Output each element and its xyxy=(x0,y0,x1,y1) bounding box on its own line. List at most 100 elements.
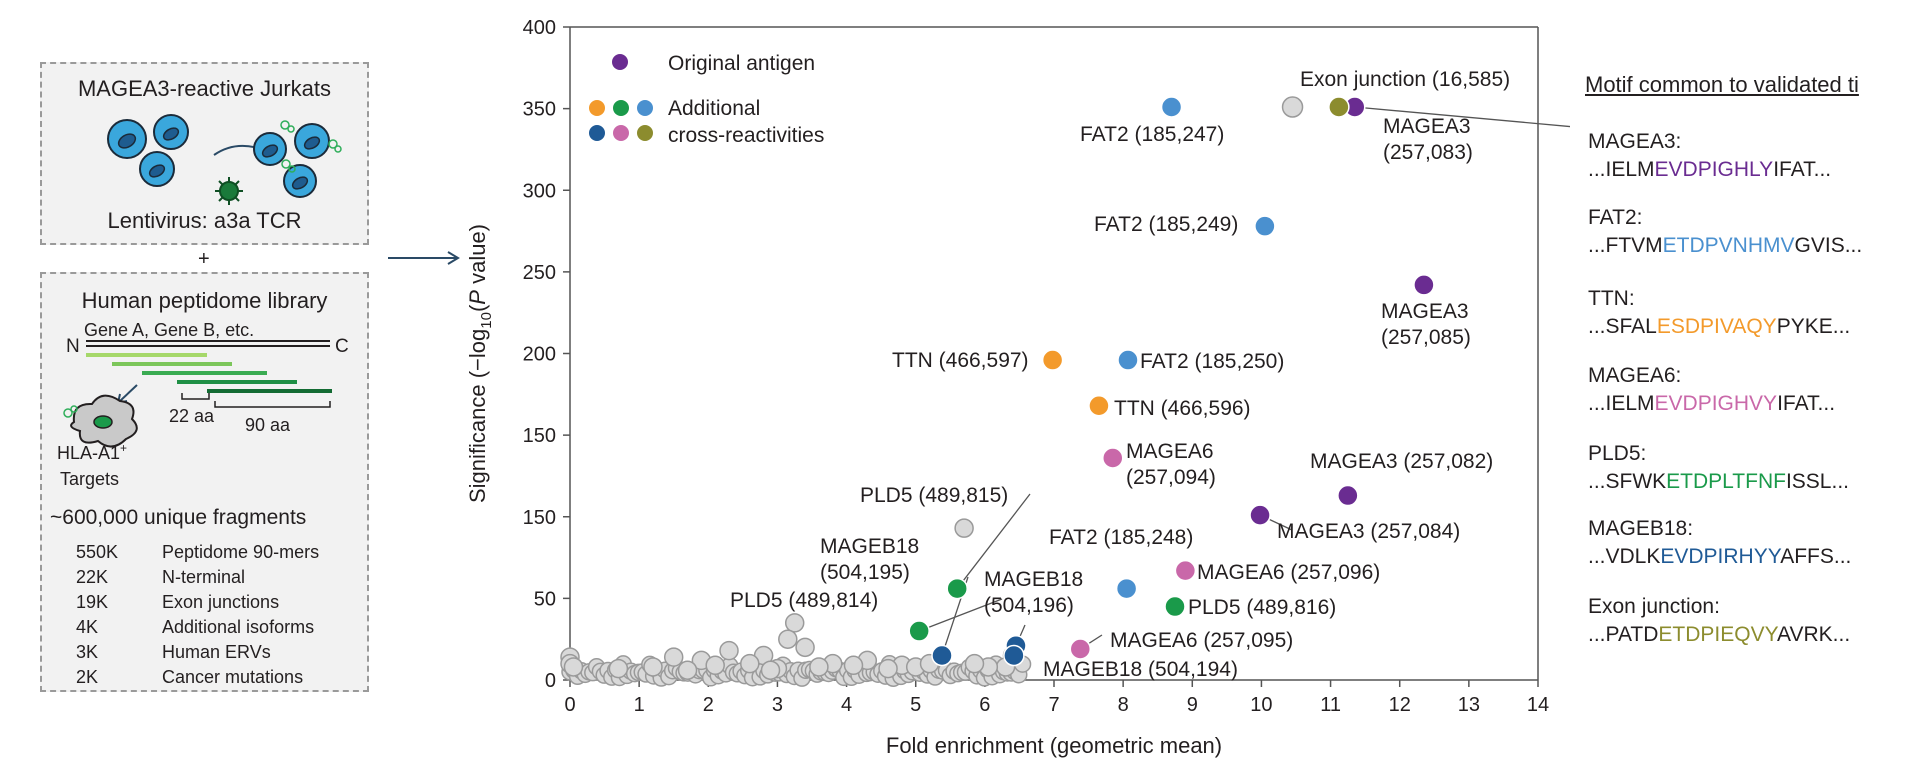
point-label-line: (504,196) xyxy=(984,594,1074,617)
aa22-bracket xyxy=(181,393,210,400)
motif-block: Exon junction: ...PATDETDPIEQVYAVRK... xyxy=(1588,593,1850,649)
background-point xyxy=(778,629,798,649)
library-illustration: N C Gene A, Gene B, etc. 22 aa 90 aa HLA xyxy=(57,320,349,463)
fragment-count: 2K xyxy=(76,667,99,687)
fragment-count: 22K xyxy=(76,567,109,587)
motif-suffix: IFAT... xyxy=(1773,158,1832,181)
point-label-line: MAGEA6 xyxy=(1126,440,1214,463)
motif-name: TTN: xyxy=(1588,287,1635,310)
y-axis-label-part: Significance (−log xyxy=(465,329,490,503)
x-tick-label: 12 xyxy=(1389,694,1411,716)
y-tick-label: 50 xyxy=(534,588,556,610)
motif-sequence: ...VDLKEVDPIRHYYAFFS... xyxy=(1588,543,1851,571)
legend-marker-additional xyxy=(613,125,629,141)
legend-marker-additional xyxy=(589,125,605,141)
y-axis-label-part: value) xyxy=(465,224,490,290)
motif-block: MAGEB18: ...VDLKEVDPIRHYYAFFS... xyxy=(1588,515,1851,571)
fragment-count: 4K xyxy=(76,617,99,637)
background-points xyxy=(560,518,1032,688)
motif-core: ETDPIEQVY xyxy=(1658,623,1778,646)
motif-suffix: GVIS... xyxy=(1794,234,1863,257)
motif-prefix: ...PATD xyxy=(1588,623,1659,646)
highlighted-point xyxy=(1160,96,1183,118)
point-label-line: MAGEA3 xyxy=(1381,300,1469,323)
motif-sequence: ...IELMEVDPIGHLYIFAT... xyxy=(1588,156,1831,184)
scatter-chart: 0 1 2 3 4 5 6 7 8 9 10 11 12 13 1405015015020025030035… xyxy=(465,17,1570,758)
cell-icon xyxy=(139,151,175,187)
highlighted-point xyxy=(1117,349,1139,371)
motif-panel-title: Motif common to validated ti xyxy=(1585,72,1859,97)
background-point xyxy=(563,657,584,677)
motif-name: PLD5: xyxy=(1588,442,1647,465)
x-tick-label: 7 xyxy=(1048,694,1059,716)
motif-prefix: ...IELM xyxy=(1588,392,1655,415)
x-tick-label: 14 xyxy=(1527,694,1549,716)
highlighted-point xyxy=(1174,559,1197,582)
x-tick-label: 2 xyxy=(703,694,714,716)
legend: Original antigen Additional cross-reactivi… xyxy=(589,52,824,147)
motif-core: ETDPVNHMV xyxy=(1662,234,1795,257)
point-label: MAGEA6 (257,094) xyxy=(1126,440,1216,489)
fragment-bars xyxy=(86,353,332,393)
motif-block: MAGEA3: ...IELMEVDPIGHLYIFAT... xyxy=(1588,128,1831,184)
background-point xyxy=(843,655,864,676)
point-label: PLD5 (489,816) xyxy=(1188,596,1336,619)
flow-arrow-icon xyxy=(388,251,460,265)
jurkat-box: MAGEA3-reactive Jurkats xyxy=(40,62,369,245)
receptor-marks xyxy=(63,405,78,418)
point-label: FAT2 (185,248) xyxy=(1049,526,1193,549)
motif-block: MAGEA6: ...IELMEVDPIGHVYIFAT... xyxy=(1588,362,1835,418)
motif-suffix: IFAT... xyxy=(1777,392,1836,415)
highlighted-point xyxy=(946,577,968,600)
legend-marker-original xyxy=(612,54,628,70)
jurkat-title: MAGEA3-reactive Jurkats xyxy=(77,76,332,101)
highlighted-point xyxy=(1281,96,1304,118)
highlighted-point xyxy=(1115,577,1138,600)
cell-icon xyxy=(283,164,317,198)
motif-block: FAT2: ...FTVMETDPVNHMVGVIS... xyxy=(1588,204,1862,260)
y-axis-label: Significance (−log10(P value) xyxy=(465,224,495,503)
point-labels: MAGEA3 (257,083) Exon junction (16,585) FAT… xyxy=(730,68,1510,681)
motif-name: FAT2: xyxy=(1588,206,1643,229)
x-tick-label: 4 xyxy=(841,694,852,716)
motif-core: EVDPIRHYY xyxy=(1660,545,1781,568)
highlighted-point xyxy=(1413,274,1435,296)
motif-name: MAGEB18: xyxy=(1588,517,1694,540)
x-tick-label: 5 xyxy=(910,694,921,716)
highlighted-point xyxy=(1164,595,1186,618)
highlighted-points xyxy=(908,96,1435,667)
motif-name: MAGEA6: xyxy=(1588,364,1682,387)
y-tick-label: 350 xyxy=(523,99,556,121)
virus-icon xyxy=(215,177,243,205)
point-label: Exon junction (16,585) xyxy=(1300,68,1510,91)
fragment-count: 19K xyxy=(76,592,109,612)
y-axis-label-part: ( xyxy=(465,304,490,312)
legend-label-original: Original antigen xyxy=(668,52,815,75)
point-label: MAGEB18 (504,195) xyxy=(820,535,919,584)
gene-label: Gene A, Gene B, etc. xyxy=(84,320,254,340)
y-axis-label-part: P xyxy=(465,290,490,305)
y-tick-label: 150 xyxy=(523,507,556,529)
leader-line xyxy=(1354,106,1570,128)
plus-sign: + xyxy=(198,248,210,270)
lentivirus-label: Lentivirus: a3a TCR xyxy=(107,208,302,233)
leader-line xyxy=(956,493,1031,589)
x-tick-label: 11 xyxy=(1320,694,1341,716)
highlighted-point xyxy=(1003,644,1025,667)
motif-sequence: ...SFALESDPIVAQYPYKE... xyxy=(1588,313,1850,341)
x-tick-label: 9 xyxy=(1187,694,1198,716)
background-point xyxy=(795,637,815,658)
gene-lines xyxy=(86,340,330,347)
point-label: MAGEA3 (257,083) xyxy=(1383,115,1473,164)
leader-line xyxy=(918,598,1003,632)
targets-label-1: HLA-A1+ xyxy=(57,441,127,463)
point-label: MAGEA3 (257,084) xyxy=(1277,520,1460,543)
c-terminal-label: C xyxy=(335,336,349,357)
legend-label-cross: cross-reactivities xyxy=(668,124,824,147)
point-label: TTN (466,596) xyxy=(1114,397,1251,420)
point-label: TTN (466,597) xyxy=(892,349,1029,372)
y-tick-label: 150 xyxy=(523,425,556,447)
point-label: FAT2 (185,249) xyxy=(1094,213,1238,236)
motif-prefix: ...SFWK xyxy=(1588,470,1667,493)
fragment-description: N-terminal xyxy=(162,567,246,587)
